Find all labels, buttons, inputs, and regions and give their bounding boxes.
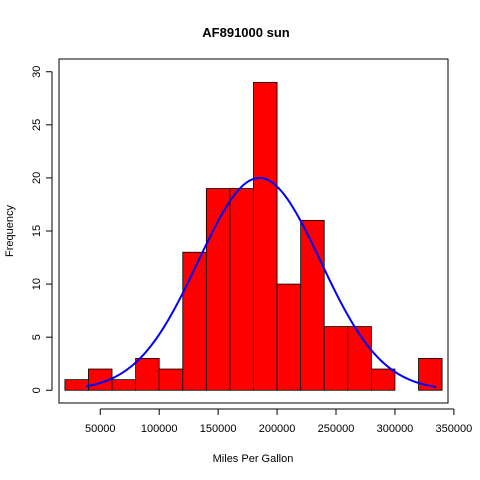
bars-group <box>64 81 443 391</box>
histogram-bar <box>205 188 231 391</box>
y-tick-label: 10 <box>31 278 43 290</box>
y-tick-label: 30 <box>31 66 43 78</box>
y-tick-label: 20 <box>31 172 43 184</box>
histogram-bar <box>111 379 137 391</box>
histogram-bar <box>229 188 254 391</box>
histogram-bar <box>158 368 184 391</box>
x-tick-label: 250000 <box>318 423 355 435</box>
x-tick-label: 300000 <box>377 423 414 435</box>
y-axis: 0 5 10 15 20 25 30 <box>31 66 53 393</box>
y-tick-label: 5 <box>31 334 43 340</box>
histogram-bar <box>370 368 396 391</box>
histogram-bar <box>253 81 278 391</box>
x-tick-label: 350000 <box>436 423 473 435</box>
histogram-bar <box>300 219 325 391</box>
chart-title: AF891000 sun <box>202 25 289 40</box>
x-tick-label: 50000 <box>85 423 116 435</box>
x-axis-label: Miles Per Gallon <box>213 453 294 465</box>
x-tick-label: 100000 <box>141 423 178 435</box>
x-tick-label: 200000 <box>259 423 296 435</box>
y-tick-label: 25 <box>31 119 43 131</box>
histogram-bar <box>418 358 443 391</box>
histogram-bar <box>323 326 349 391</box>
y-tick-label: 0 <box>31 387 43 393</box>
y-tick-label: 15 <box>31 225 43 237</box>
histogram-bar <box>276 283 302 391</box>
histogram-bar <box>182 251 207 391</box>
x-tick-label: 150000 <box>200 423 237 435</box>
histogram-bar <box>135 358 160 391</box>
plot-frame <box>58 58 449 404</box>
density-curve <box>85 176 437 388</box>
y-axis-label: Frequency <box>4 205 16 257</box>
x-axis: 50000 100000 150000 200000 250000 300000 35000… <box>85 408 473 435</box>
histogram-bar <box>64 379 89 391</box>
